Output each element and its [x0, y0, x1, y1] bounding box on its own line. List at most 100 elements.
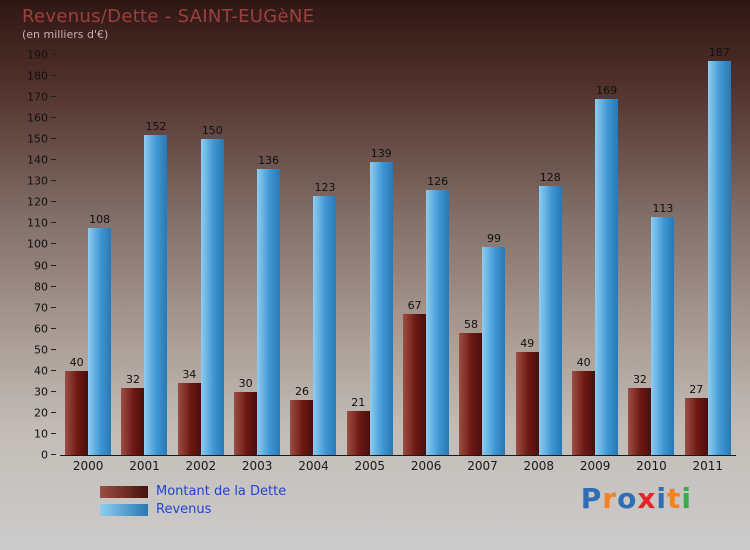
- y-tick-mark: [51, 117, 56, 119]
- bar-group: 40 169: [567, 85, 623, 455]
- y-tick-mark: [51, 201, 56, 203]
- bar-with-label: 128: [538, 172, 562, 455]
- bar-with-label: 136: [257, 155, 281, 455]
- x-tick-label: 2011: [692, 459, 724, 473]
- revenus-bar: [369, 162, 393, 455]
- value-label: 67: [407, 298, 422, 312]
- bar-group: 67 126: [398, 176, 454, 455]
- y-tick-label: 0: [41, 448, 48, 462]
- value-label: 187: [708, 46, 730, 60]
- chart-title: Revenus/Dette - SAINT-EUGèNE: [22, 6, 315, 27]
- y-tick-mark: [51, 369, 56, 371]
- legend-item: Montant de la Dette: [100, 484, 286, 499]
- bar-group: 26 123: [285, 182, 341, 455]
- revenus-bar: [707, 61, 731, 455]
- y-tick-mark: [51, 75, 56, 77]
- x-tick-label: 2010: [636, 459, 667, 473]
- value-label: 40: [69, 355, 84, 369]
- value-label: 123: [314, 181, 336, 195]
- bar-with-label: 58: [459, 317, 483, 455]
- y-tick-label: 150: [27, 132, 48, 146]
- y-tick-label: 190: [27, 48, 48, 62]
- value-label: 49: [520, 336, 535, 350]
- y-tick-mark: [51, 411, 56, 413]
- x-tick-label: 2004: [298, 459, 329, 473]
- bar-with-label: 108: [88, 212, 112, 455]
- revenus-bar: [88, 227, 112, 455]
- value-label: 32: [125, 372, 140, 386]
- x-tick-label: 2006: [410, 459, 442, 473]
- value-label: 108: [89, 212, 111, 226]
- y-tick-label: 120: [27, 195, 48, 209]
- value-label: 30: [238, 376, 253, 390]
- bar-with-label: 152: [144, 120, 168, 455]
- dette-bar: [346, 410, 370, 455]
- y-tick-mark: [51, 159, 56, 161]
- bar-with-label: 113: [651, 203, 675, 455]
- legend-swatch: [100, 503, 148, 516]
- logo-letter: i: [656, 482, 667, 515]
- bar-group: 30 136: [229, 155, 285, 455]
- y-tick-label: 20: [34, 406, 48, 420]
- y-tick-label: 60: [34, 322, 48, 336]
- bar-with-label: 123: [313, 181, 337, 455]
- bar-with-label: 187: [707, 46, 731, 455]
- value-label: 58: [463, 317, 478, 331]
- y-tick-mark: [51, 432, 56, 434]
- value-label: 139: [370, 147, 392, 161]
- y-tick-mark: [51, 54, 56, 55]
- bar-with-label: 27: [684, 383, 708, 455]
- bar-with-label: 40: [65, 355, 89, 455]
- dette-bar: [121, 387, 145, 455]
- dette-bar: [515, 351, 539, 455]
- revenus-bar: [538, 185, 562, 455]
- bar-group: 32 152: [116, 121, 172, 455]
- value-label: 27: [689, 383, 704, 397]
- y-tick-label: 170: [27, 90, 48, 104]
- bar-with-label: 49: [515, 336, 539, 455]
- bar-with-label: 21: [346, 397, 370, 455]
- bar-with-label: 139: [369, 147, 393, 455]
- legend: Montant de la Dette Revenus: [100, 484, 286, 520]
- value-label: 32: [632, 372, 647, 386]
- revenus-bar: [257, 168, 281, 455]
- y-tick-mark: [51, 243, 56, 245]
- dette-bar: [403, 313, 427, 455]
- y-axis: 0 10 20 30 40 50 60 70 80 90 100 110 120 130 140 150 160…: [0, 50, 58, 461]
- proxiti-logo[interactable]: Proxiti: [581, 482, 692, 515]
- value-label: 40: [576, 355, 591, 369]
- dette-bar: [684, 398, 708, 455]
- dette-bar: [459, 332, 483, 455]
- y-tick-label: 30: [34, 385, 48, 399]
- y-tick-mark: [51, 348, 56, 350]
- revenus-bar: [651, 217, 675, 455]
- plot-area: 40 108 32 152 34 150 30 136 26 123 21 139 67 126 58 99 4…: [60, 47, 736, 456]
- value-label: 152: [145, 120, 167, 133]
- logo-letter: i: [681, 482, 692, 515]
- value-label: 26: [294, 385, 309, 399]
- legend-swatch: [100, 485, 148, 498]
- logo-letter: r: [602, 482, 618, 515]
- revenus-bar: [313, 196, 337, 455]
- dette-bar: [628, 387, 652, 455]
- y-tick-mark: [51, 306, 56, 308]
- dette-bar: [572, 370, 596, 455]
- y-tick-label: 70: [34, 301, 48, 315]
- value-label: 126: [427, 174, 449, 188]
- dette-bar: [65, 370, 89, 455]
- y-tick-label: 130: [27, 174, 48, 188]
- dette-bar: [290, 400, 314, 455]
- x-tick-label: 2002: [185, 459, 217, 473]
- x-tick-label: 2008: [523, 459, 555, 473]
- dette-bar: [234, 391, 258, 455]
- logo-letter: x: [637, 482, 657, 515]
- bar-group: 40 108: [60, 214, 116, 455]
- y-tick-label: 90: [34, 259, 48, 273]
- bar-group: 27 187: [680, 47, 736, 455]
- y-tick-mark: [51, 138, 56, 140]
- x-axis-labels: 2000 2001 2002 2003 2004 2005 2006 2007 2008 2009…: [60, 459, 736, 473]
- revenus-bar: [482, 246, 506, 455]
- bar-with-label: 40: [572, 355, 596, 455]
- bar-with-label: 32: [121, 372, 145, 455]
